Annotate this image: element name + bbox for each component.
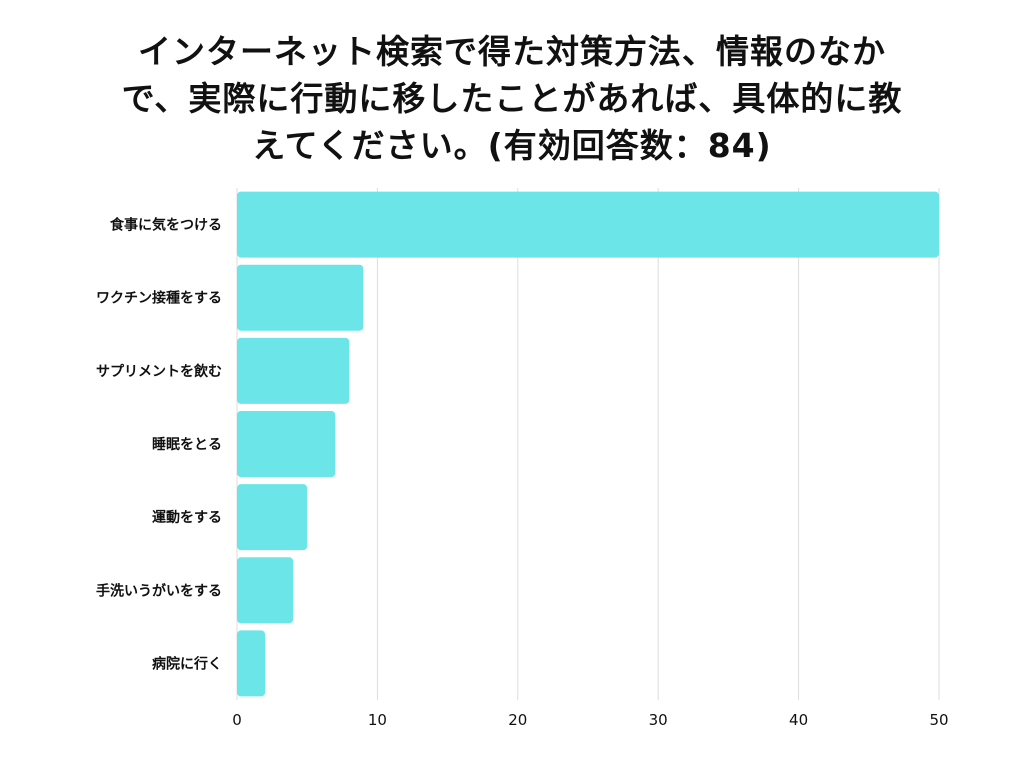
category-label-5: 運動をする <box>152 509 222 526</box>
chart-title-line-1: インターネット検索で得た対策方法、情報のなか <box>138 32 886 71</box>
x-tick-label-30: 30 <box>649 711 668 729</box>
x-tick-label-0: 0 <box>232 711 242 729</box>
x-tick-label-50: 50 <box>929 711 948 729</box>
category-label-3: サプリメントを飲む <box>96 363 222 380</box>
chart-title: インターネット検索で得た対策方法、情報のなか で、実際に行動に移したことがあれば… <box>0 28 1024 169</box>
category-label-7: 病院に行く <box>152 655 222 672</box>
bar-3 <box>237 337 350 404</box>
bar-1 <box>237 191 939 258</box>
chart-title-line-2: で、実際に行動に移したことがあれば、具体的に教 <box>121 79 903 118</box>
x-tick-label-20: 20 <box>508 711 527 729</box>
category-label-2: ワクチン接種をする <box>96 290 222 307</box>
x-tick-label-40: 40 <box>789 711 808 729</box>
category-label-1: 食事に気をつける <box>110 217 222 234</box>
bar-4 <box>237 411 336 477</box>
chart-title-line-3: えてください。(有効回答数：84) <box>252 126 772 165</box>
category-label-4: 睡眠をとる <box>152 437 222 453</box>
x-tick-label-10: 10 <box>368 711 387 729</box>
category-label-6: 手洗いうがいをする <box>96 582 222 599</box>
bar-5 <box>237 484 308 551</box>
bar-7 <box>237 630 266 697</box>
bar-2 <box>237 264 364 331</box>
bar-6 <box>237 557 294 624</box>
